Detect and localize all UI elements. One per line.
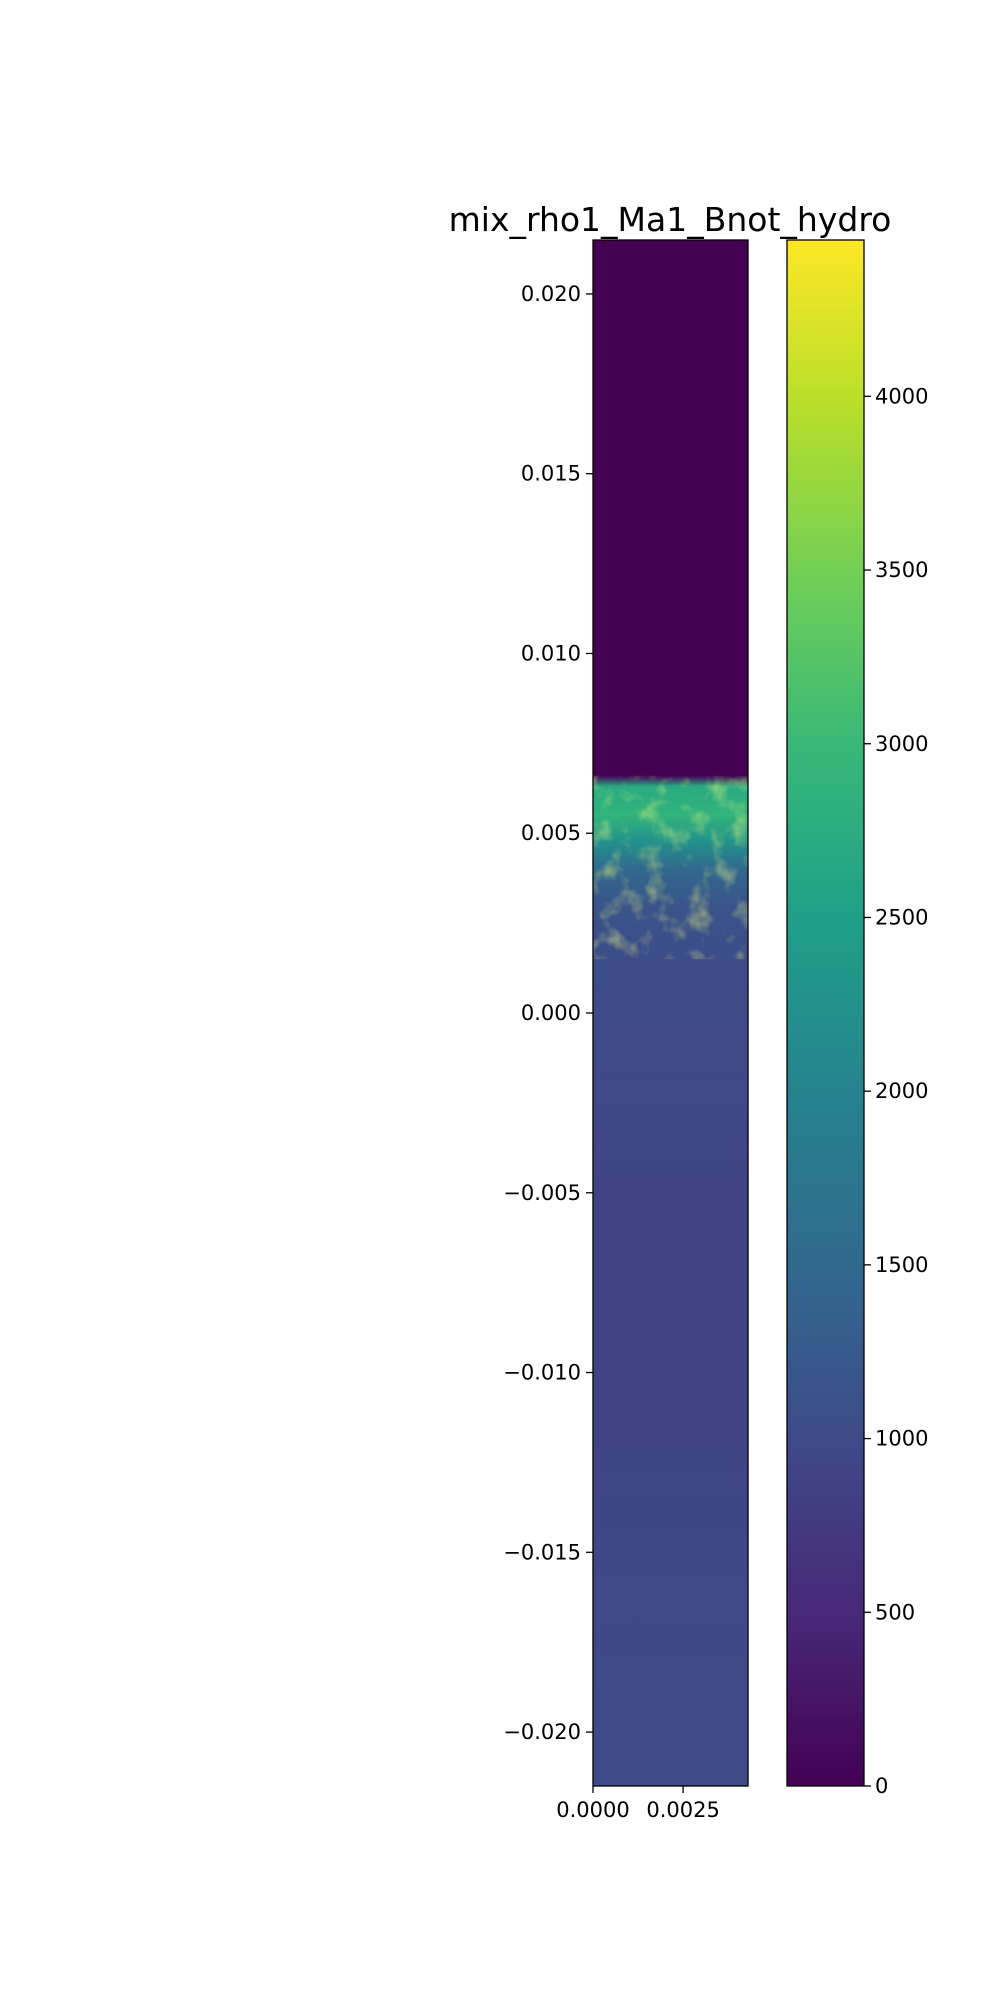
y-tick-label: 0.015: [521, 462, 581, 486]
y-tick-label: 0.005: [521, 821, 581, 845]
colorbar-tick-label: 1000: [875, 1427, 928, 1451]
colorbar-tick-label: 3500: [875, 558, 928, 582]
colorbar: 0 500 1000 1500 2000 2500 3000 3500 4000: [786, 239, 928, 1798]
colorbar-tick-label: 3000: [875, 732, 928, 756]
colorbar-tick-label: 4000: [875, 384, 928, 408]
mixing-layer-texture: [593, 775, 748, 960]
y-tick-label: 0.000: [521, 1001, 581, 1025]
y-tick-label: −0.010: [503, 1361, 581, 1385]
x-tick-label: 0.0000: [556, 1798, 629, 1822]
y-tick-label: −0.015: [503, 1540, 581, 1564]
heatmap-field: [593, 240, 748, 1786]
y-tick-label: 0.020: [521, 282, 581, 306]
y-tick-label: −0.020: [503, 1720, 581, 1744]
y-tick-label: −0.005: [503, 1181, 581, 1205]
x-axis: 0.0000 0.0025: [556, 1786, 720, 1822]
plot-area: 0.020 0.015 0.010 0.005 0.000 −0.005 −0.010 −0.…: [503, 239, 749, 1822]
colorbar-bar: [786, 239, 865, 1787]
x-tick-label: 0.0025: [646, 1798, 719, 1822]
colorbar-tick-label: 500: [875, 1600, 915, 1624]
y-tick-label: 0.010: [521, 641, 581, 665]
colorbar-axis: 0 500 1000 1500 2000 2500 3000 3500 4000: [864, 384, 928, 1798]
colorbar-tick-label: 1500: [875, 1253, 928, 1277]
y-axis: 0.020 0.015 0.010 0.005 0.000 −0.005 −0.010 −0.…: [503, 282, 593, 1744]
colorbar-tick-label: 2500: [875, 905, 928, 929]
colorbar-tick-label: 0: [875, 1774, 888, 1798]
colorbar-tick-label: 2000: [875, 1079, 928, 1103]
chart-title: mix_rho1_Ma1_Bnot_hydro: [449, 200, 892, 239]
